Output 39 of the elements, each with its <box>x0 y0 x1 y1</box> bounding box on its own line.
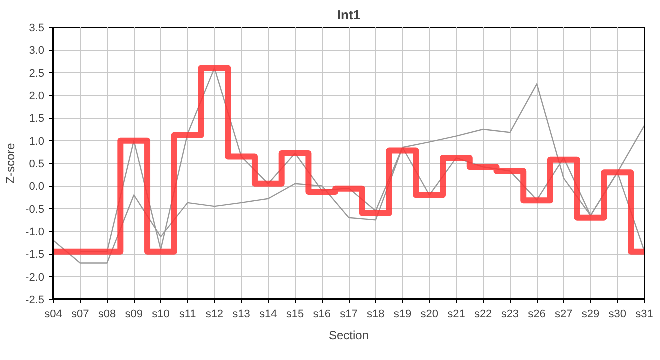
x-tick-label: s22 <box>474 308 492 320</box>
x-tick-label: s04 <box>44 308 62 320</box>
y-tick-label: 2.0 <box>29 90 45 102</box>
y-axis-title: Z-score <box>4 142 18 184</box>
x-tick-label: s23 <box>501 308 520 320</box>
x-tick-label: s14 <box>260 308 278 320</box>
x-tick-label: s29 <box>582 308 600 320</box>
x-tick-label: s17 <box>340 308 358 320</box>
y-tick-label: -1.0 <box>26 226 45 238</box>
x-tick-label: s19 <box>394 308 412 320</box>
x-tick-label: s21 <box>448 308 466 320</box>
chart-title: Int1 <box>337 8 361 22</box>
y-tick-label: 2.5 <box>29 68 45 80</box>
x-tick-label: s07 <box>71 308 90 320</box>
x-tick-label: s15 <box>286 308 304 320</box>
x-tick-label: s18 <box>366 308 385 320</box>
y-tick-label: 1.0 <box>29 136 45 148</box>
y-tick-label: -2.0 <box>26 272 45 284</box>
x-tick-label: s27 <box>555 308 573 320</box>
x-tick-label: s09 <box>125 308 143 320</box>
x-tick-label: s26 <box>528 308 546 320</box>
x-axis-title: Section <box>328 328 370 342</box>
x-tick-label: s11 <box>179 308 196 320</box>
x-tick-label: s20 <box>420 308 438 320</box>
y-tick-label: -2.5 <box>26 294 45 306</box>
y-tick-label: 0.5 <box>29 158 45 170</box>
y-tick-label: 0.0 <box>29 181 45 194</box>
y-tick-label: -0.5 <box>26 204 45 216</box>
x-tick-label: s16 <box>313 308 332 320</box>
y-tick-label: 3.0 <box>29 45 45 58</box>
y-tick-label: 1.5 <box>29 113 45 126</box>
x-tick-label: s31 <box>636 308 654 320</box>
x-tick-label: s30 <box>608 308 627 320</box>
x-tick-label: s10 <box>152 308 170 320</box>
x-tick-label: s13 <box>232 308 250 320</box>
x-tick-label: s12 <box>206 308 224 320</box>
x-tick-label: s08 <box>98 308 116 320</box>
y-tick-label: 3.5 <box>29 22 45 34</box>
y-tick-label: -1.5 <box>26 249 45 262</box>
